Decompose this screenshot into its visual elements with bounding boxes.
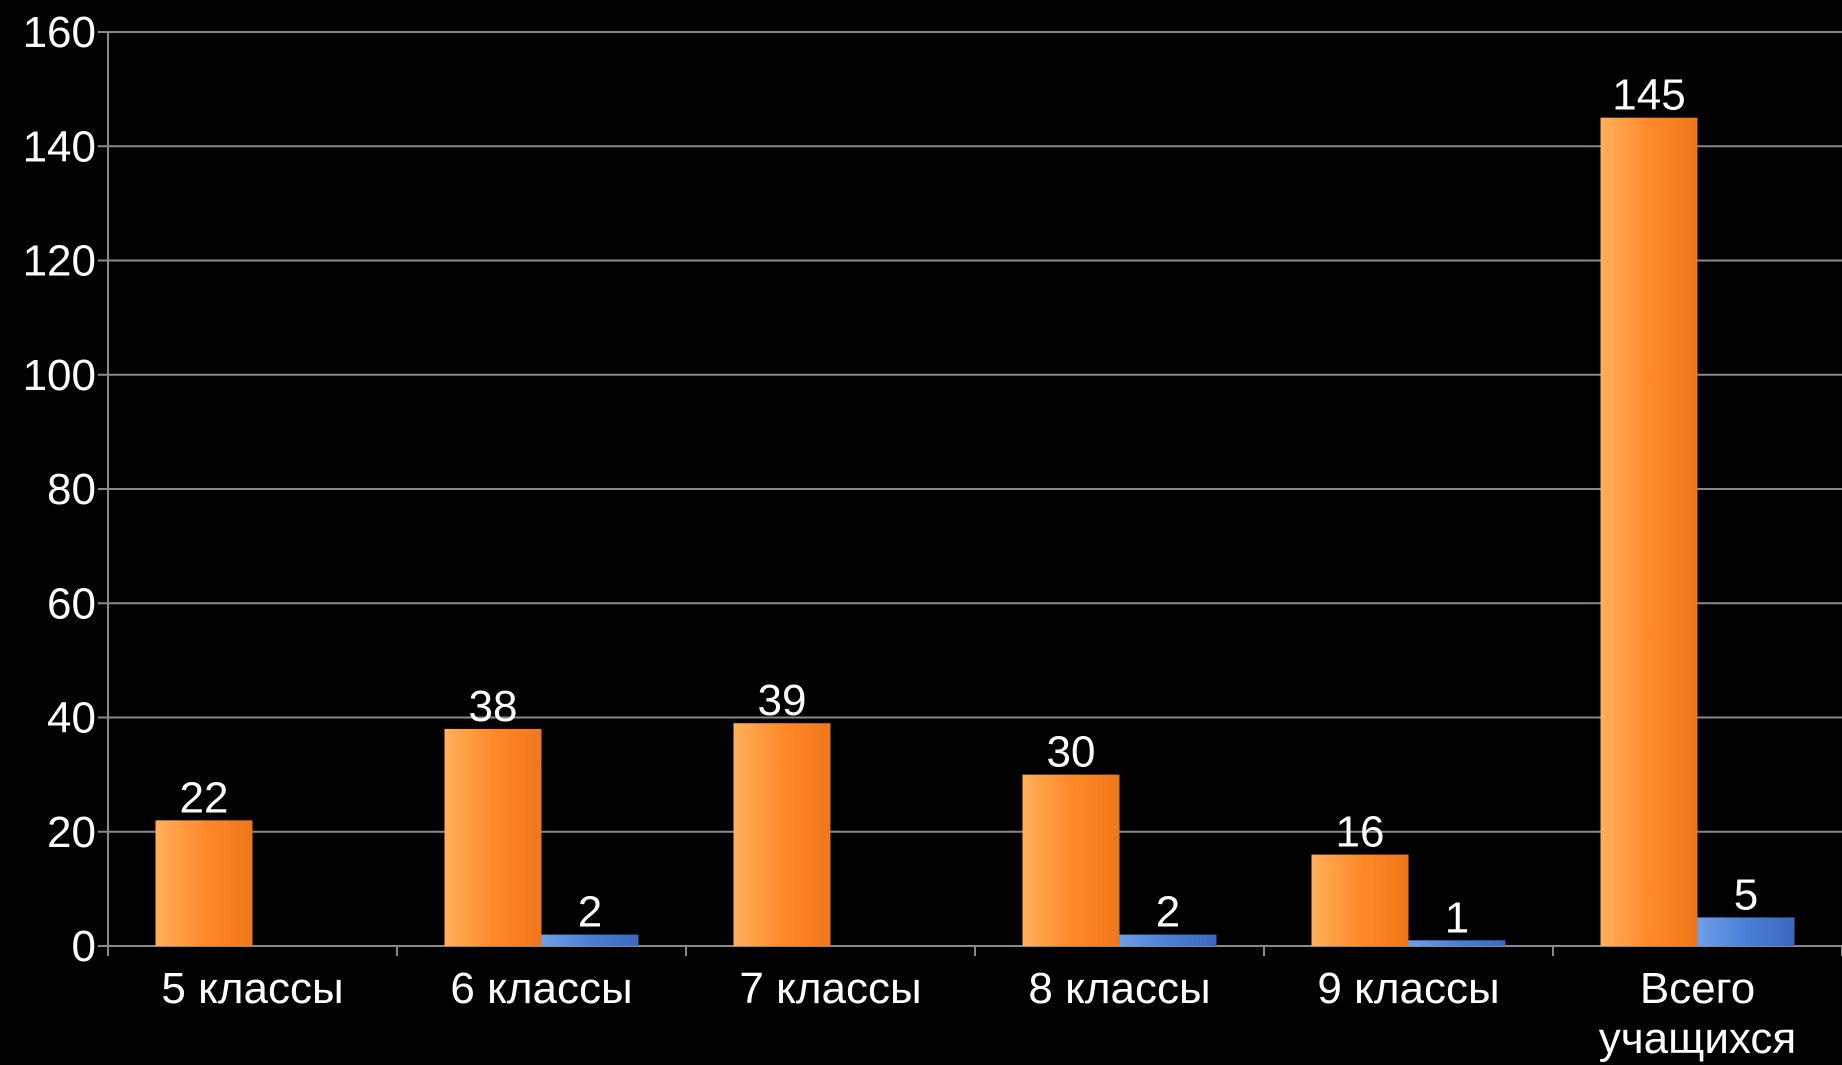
x-category-label-line: Всего: [1640, 964, 1755, 1013]
data-label: 5: [1734, 870, 1758, 919]
bar-series-2: [541, 934, 639, 946]
bar-series-2: [1697, 917, 1795, 946]
data-label: 30: [1047, 728, 1096, 777]
x-category-label: 5 классы: [161, 964, 343, 1013]
bar-series-1: [733, 723, 831, 946]
data-label: 39: [758, 676, 807, 725]
x-category-label-line: 7 классы: [739, 964, 921, 1013]
x-category-label-line: 8 классы: [1028, 964, 1210, 1013]
y-tick-label: 140: [23, 122, 96, 171]
x-category-label-line: 9 классы: [1317, 964, 1499, 1013]
bar-series-2: [1119, 934, 1217, 946]
bar-series-2: [1408, 940, 1506, 946]
x-category-label: 9 классы: [1317, 964, 1499, 1013]
bars: [155, 117, 1795, 946]
bar-series-1: [1022, 774, 1120, 946]
data-label: 16: [1336, 808, 1385, 857]
data-labels: 22 38 2 39 30 2 16 1 145 5: [180, 71, 1759, 943]
x-category-label: 7 классы: [739, 964, 921, 1013]
bar-series-1: [155, 820, 253, 946]
x-category-label-line: 5 классы: [161, 964, 343, 1013]
y-tick-label: 20: [47, 808, 96, 857]
data-label: 145: [1612, 71, 1685, 120]
data-label: 2: [578, 888, 602, 937]
gridlines: [98, 31, 1842, 956]
y-tick-label: 160: [23, 8, 96, 57]
data-label: 22: [180, 773, 229, 822]
bar-series-1: [444, 728, 542, 946]
y-tick-label: 40: [47, 694, 96, 743]
data-label: 2: [1156, 888, 1180, 937]
data-label: 1: [1445, 893, 1469, 942]
x-category-label-line: учащихся: [1599, 1014, 1797, 1063]
x-category-label-line: 6 классы: [450, 964, 632, 1013]
y-tick-label: 0: [72, 922, 96, 971]
y-tick-label: 60: [47, 579, 96, 628]
bar-series-1: [1600, 117, 1698, 946]
x-category-label: 6 классы: [450, 964, 632, 1013]
y-tick-label: 80: [47, 465, 96, 514]
x-axis-categories: 5 классы 6 классы 7 классы 8 классы 9 классы…: [161, 964, 1796, 1063]
x-category-label: 8 классы: [1028, 964, 1210, 1013]
y-tick-label: 100: [23, 351, 96, 400]
y-axis-ticks: 0 20 40 60 80 100 120 140 160: [23, 8, 96, 971]
data-label: 38: [469, 682, 518, 731]
y-tick-label: 120: [23, 237, 96, 286]
bar-series-1: [1311, 854, 1409, 946]
x-category-label: Всего учащихся: [1599, 964, 1797, 1063]
